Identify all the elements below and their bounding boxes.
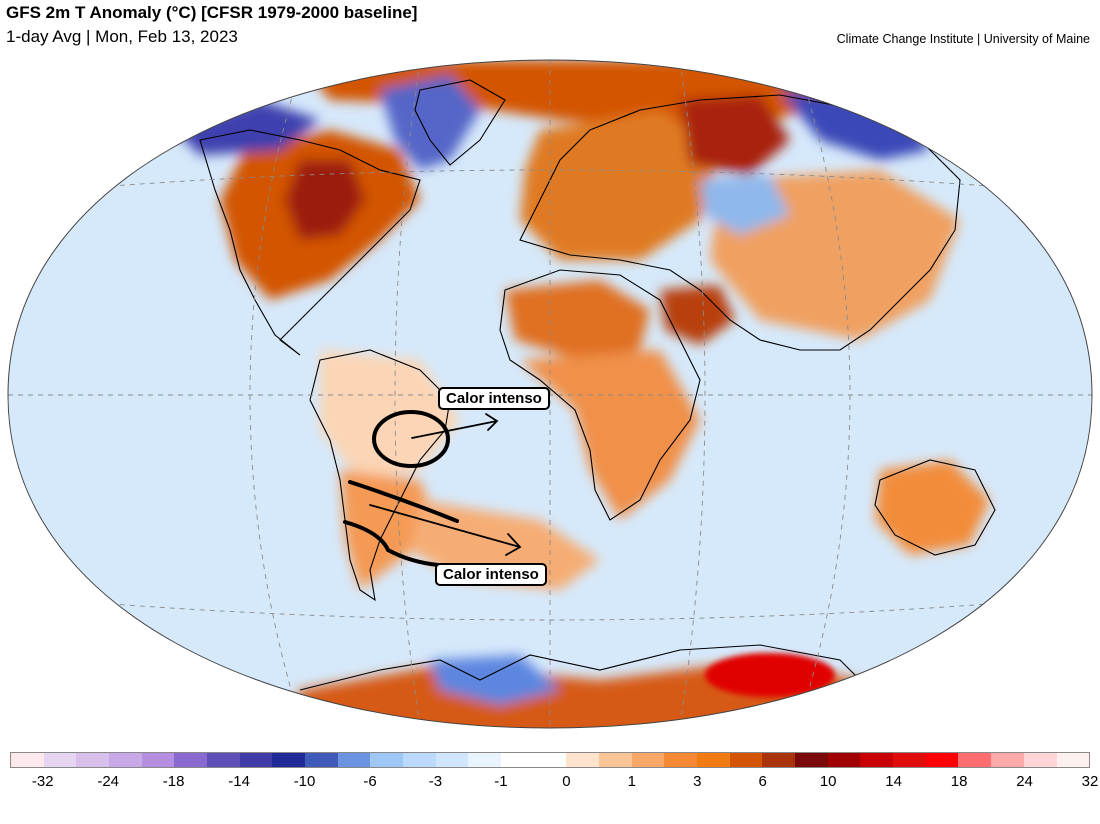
colorbar-swatch — [599, 753, 632, 767]
colorbar-tick-label: 3 — [693, 773, 702, 790]
colorbar-swatch — [141, 753, 175, 767]
colorbar-tick-label: 32 — [1081, 773, 1099, 790]
anomaly-map — [7, 59, 1093, 729]
colorbar-tick-label: 10 — [819, 773, 837, 790]
africa-outline — [499, 269, 701, 521]
colorbar-swatch — [860, 753, 894, 767]
colorbar-tick-label: 14 — [885, 773, 902, 790]
colorbar-swatch — [109, 753, 142, 767]
meridian-w2 — [249, 69, 301, 721]
colorbar-swatch — [1056, 753, 1090, 767]
colorbar-swatch — [337, 753, 371, 767]
circle-annotation — [372, 410, 450, 468]
colorbar-swatch — [239, 753, 273, 767]
region-western-russia-hot — [680, 95, 790, 175]
antarctica-outline — [299, 644, 871, 691]
eurasia-outline — [519, 94, 961, 351]
colorbar-swatch — [272, 753, 306, 767]
colorbar-tick-label: 1 — [627, 773, 636, 790]
region-arabia-hot — [660, 285, 735, 345]
region-africa-warm — [520, 350, 700, 520]
colorbar-swatch — [305, 753, 338, 767]
stroke-annotation-2 — [343, 520, 440, 567]
region-central-asia-cold — [700, 175, 790, 235]
colorbar-tick-label: 6 — [758, 773, 767, 790]
region-antarctic-peninsula-cold — [430, 655, 560, 705]
parallel-north — [59, 169, 1041, 191]
region-hudson-bay-hot — [285, 160, 365, 240]
anomaly-cores — [705, 653, 835, 697]
chart-title: GFS 2m T Anomaly (°C) [CFSR 1979-2000 ba… — [6, 3, 418, 22]
colorbar-swatch — [991, 753, 1024, 767]
colorbar-swatch — [893, 753, 926, 767]
globe-outline — [7, 59, 1093, 729]
colorbar-swatch — [468, 753, 502, 767]
region-europe-warm — [520, 110, 720, 260]
stroke-annotation-1 — [348, 480, 459, 523]
colorbar-tick-label: -1 — [494, 773, 508, 790]
colorbar-swatch — [1023, 753, 1057, 767]
region-sahara-warm — [505, 280, 650, 360]
colorbar-tick-label: -18 — [162, 773, 185, 790]
colorbar-swatch — [795, 753, 828, 767]
colorbar-swatch — [958, 753, 992, 767]
meridian-w1 — [394, 61, 421, 727]
colorbar-swatch — [76, 753, 110, 767]
colorbar-swatch — [11, 753, 44, 767]
colorbar-swatch — [664, 753, 698, 767]
arrow-annotation-2 — [369, 504, 522, 556]
colorbar-swatch — [729, 753, 763, 767]
region-greenland-cold — [380, 75, 480, 170]
colorbar-swatch — [533, 753, 567, 767]
colorbar-tick-label: -32 — [31, 773, 54, 790]
colorbar-swatch — [762, 753, 796, 767]
calor-intenso-label-2: Calor intenso — [435, 563, 547, 586]
colorbar-tick-label: -3 — [428, 773, 443, 790]
australia-outline — [874, 459, 996, 556]
parallel-south — [59, 599, 1041, 621]
greenland-outline — [414, 79, 506, 166]
graticule — [8, 60, 1092, 728]
colorbar-tick-label: 0 — [562, 773, 571, 790]
north-america-outline — [199, 129, 421, 356]
colorbar-swatch — [697, 753, 730, 767]
colorbar-swatch — [403, 753, 436, 767]
colorbar-tick-label: -24 — [97, 773, 120, 790]
colorbar-swatch — [43, 753, 77, 767]
calor-intenso-label-1: Calor intenso — [438, 387, 550, 410]
colorbar-tick-label: 18 — [950, 773, 968, 790]
hand-annotations — [343, 410, 522, 567]
region-antarctica-hot — [705, 653, 835, 697]
colorbar-tick-label: -14 — [228, 773, 250, 790]
colorbar-swatch — [501, 753, 534, 767]
colorbar-swatch — [631, 753, 665, 767]
arrow-annotation-1 — [411, 413, 499, 439]
colorbar-ticks: -32 -24 -18 -14 -10 -6 -3 -1 0 1 3 6 10 14 18 24 32 — [10, 773, 1098, 793]
date-subtitle: 1-day Avg | Mon, Feb 13, 2023 — [6, 27, 238, 46]
region-arctic-canada-cold — [175, 100, 320, 155]
colorbar — [10, 752, 1090, 768]
colorbar-swatch — [370, 753, 404, 767]
meridian-e2 — [799, 69, 851, 721]
region-southern-south-america-warm — [340, 470, 440, 590]
colorbar-swatch — [925, 753, 959, 767]
colorbar-tick-label: -10 — [293, 773, 316, 790]
colorbar-tick-label: 24 — [1016, 773, 1033, 790]
source-credit: Climate Change Institute | University of… — [836, 32, 1090, 46]
colorbar-swatch — [174, 753, 208, 767]
colorbar-swatch — [827, 753, 861, 767]
map-body — [8, 60, 1092, 728]
region-australia-warm — [875, 460, 990, 555]
meridian-e1 — [679, 61, 706, 727]
colorbar-swatch — [566, 753, 600, 767]
colorbar-swatch — [435, 753, 469, 767]
colorbar-tick-label: -6 — [363, 773, 377, 790]
colorbar-swatch — [207, 753, 240, 767]
